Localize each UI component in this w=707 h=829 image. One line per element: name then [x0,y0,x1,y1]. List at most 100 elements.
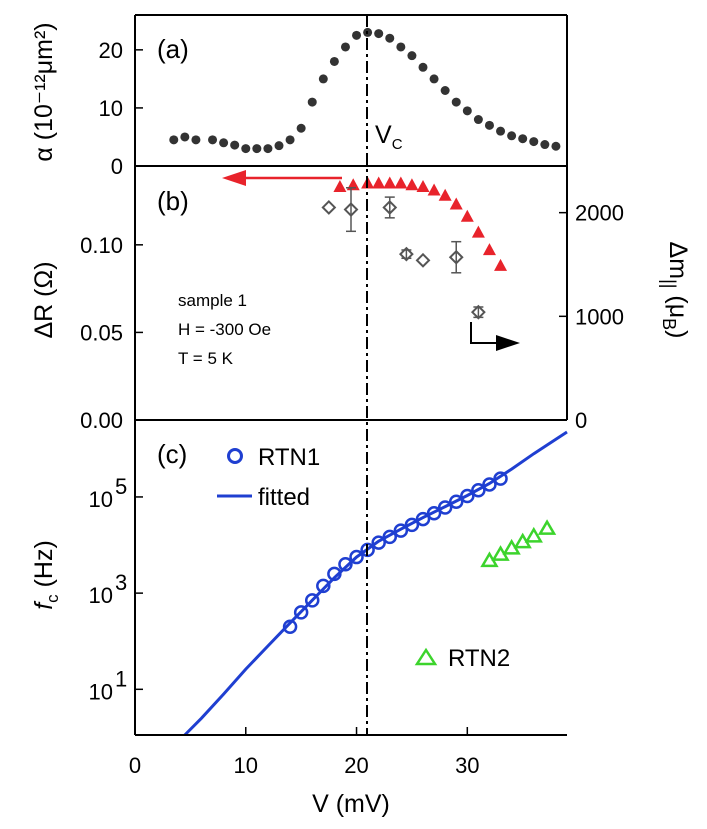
rtn1-point [426,506,442,521]
legend-marker-rtn2 [414,647,438,666]
panel-c [183,430,568,737]
alpha-point [274,141,284,151]
vc-annotation: VC [375,121,403,153]
ytick-exp-c: 1 [115,666,127,691]
panel-b [321,176,508,320]
ytick-label-c: 10 [89,583,113,608]
deltaR-point [494,258,508,271]
ylabel-b: ΔR (Ω) [30,261,58,338]
alpha-point [385,33,395,43]
alpha-point [473,115,483,125]
rtn1-point [493,471,508,486]
ylabel-c: fc (Hz) [30,540,62,610]
deltam-point [398,246,414,262]
legend-marker-rtn1 [227,448,243,464]
alpha-point [529,137,539,147]
y2tick-label-b: 0 [575,408,587,433]
alpha-point [451,97,461,107]
rtn1-point [371,535,386,550]
rtn1-point [327,566,342,582]
rtn1-point [437,500,453,515]
alpha-point [440,86,450,95]
rtn1-point [460,488,475,504]
deltaR-point [333,180,347,193]
rtn2-point [524,526,543,543]
deltaR-point [372,176,386,189]
deltam-point [470,304,486,320]
alpha-point [429,74,439,84]
legend-label-rtn1: RTN1 [258,444,320,471]
alpha-point [551,141,561,151]
deltaR-point [416,180,430,193]
y2tick-label-b: 2000 [575,201,624,226]
alpha-point [396,42,406,52]
deltaR-point [427,183,441,196]
alpha-point [496,126,506,136]
alpha-point [540,140,550,150]
alpha-point [263,144,273,154]
deltaR-point [460,209,474,222]
deltaR-point [438,188,452,201]
ytick-label-c: 10 [89,487,113,512]
panel-label-c: (c) [157,439,187,469]
alpha-point [169,135,179,145]
rtn1-point [293,605,309,620]
alpha-point [518,134,528,144]
ytick-label-a: 10 [99,96,123,121]
alpha-point [507,131,517,141]
deltam-point [382,200,398,215]
xlabel: V (mV) [312,790,390,818]
xtick-label: 0 [129,753,141,778]
deltaR-point [383,176,397,189]
deltam-point [343,202,359,217]
y2tick-label-b: 1000 [575,304,624,329]
annotation-field: H = -300 Oe [178,320,271,339]
alpha-point [208,135,218,145]
alpha-point [374,29,384,39]
alpha-point [296,123,306,133]
arrow-left-axis [222,170,342,186]
rtn2-point [537,519,557,535]
ytick-exp-c: 5 [115,474,127,499]
rtn1-point [404,517,420,533]
alpha-point [230,140,240,150]
ytick-label-c: 10 [89,679,113,704]
ylabel-a: α (10⁻¹²μm²) [30,22,58,161]
rtn1-point [282,619,298,635]
annotation-sample: sample 1 [178,291,247,310]
alpha-point [462,106,472,116]
panel-label-b: (b) [157,186,189,216]
deltaR-point [394,176,408,189]
alpha-point [484,120,494,130]
rtn1-point [349,549,364,565]
arrow-right-axis [470,322,520,351]
fitted-line [183,430,568,737]
panel-a [169,27,561,154]
alpha-point [418,62,428,72]
rtn1-point [448,494,464,510]
ytick-label-b: 0.10 [80,233,123,258]
legend-label-fitted: fitted [258,484,310,511]
deltam-point [448,249,464,265]
deltaR-point [471,225,485,238]
rtn1-point [338,557,353,572]
annotation-temperature: T = 5 K [178,349,234,368]
rtn1-point [393,523,409,538]
rtn1-point [382,529,398,545]
y2label-b: Δm|| (μB) [659,242,692,339]
deltaR-point [405,178,419,191]
alpha-point [252,144,262,154]
deltam-point [321,200,337,215]
legend-label-rtn2: RTN2 [448,645,510,672]
legend: RTN1 fitted RTN2 [217,444,510,672]
xtick-label: 10 [234,753,258,778]
ytick-exp-c: 3 [115,570,127,595]
deltam-point [415,252,431,268]
alpha-point [329,56,339,66]
deltaR-point [482,243,496,256]
ytick-label-a: 0 [111,154,123,179]
rtn1-point [482,477,497,492]
alpha-point [307,97,317,107]
alpha-point [191,135,201,145]
